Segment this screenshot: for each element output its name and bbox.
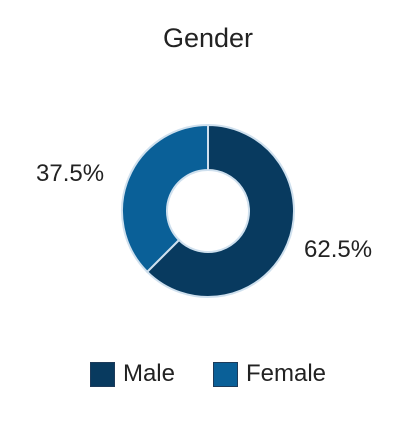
- chart-title: Gender: [162, 23, 254, 53]
- legend-label-male: Male: [122, 360, 175, 387]
- legend-item-female: Female: [213, 360, 326, 388]
- legend-swatch-female: [213, 361, 238, 387]
- legend-label-female: Female: [246, 360, 327, 387]
- slice-female: [121, 123, 209, 274]
- legend-item-male: Male: [89, 360, 175, 388]
- slice-male: [145, 123, 295, 298]
- legend: Male Female: [0, 360, 416, 388]
- slice-label-female: 37.5%: [36, 160, 105, 187]
- legend-swatch-male: [89, 361, 115, 387]
- slice-label-male: 62.5%: [304, 236, 373, 263]
